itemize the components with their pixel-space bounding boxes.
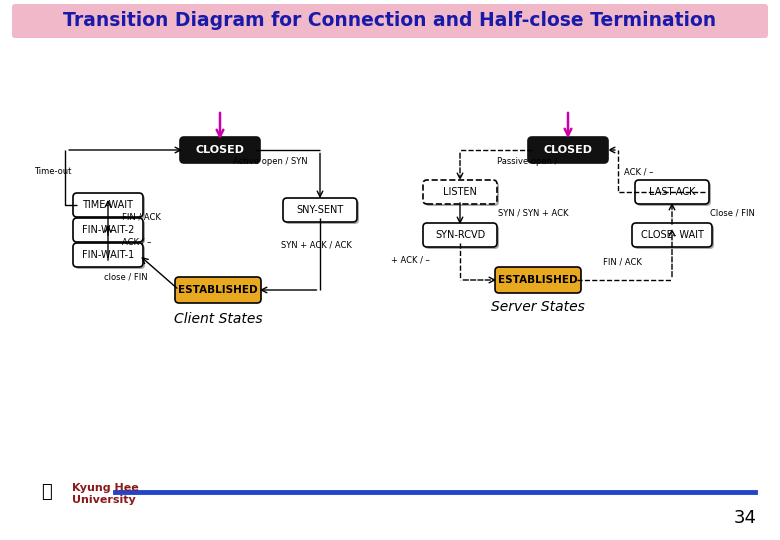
Text: Kyung Hee: Kyung Hee xyxy=(72,483,139,493)
FancyBboxPatch shape xyxy=(75,245,145,269)
FancyBboxPatch shape xyxy=(12,4,768,38)
FancyBboxPatch shape xyxy=(495,267,581,293)
Text: FIN / ACK: FIN / ACK xyxy=(122,213,161,221)
Text: + ACK / –: + ACK / – xyxy=(391,255,430,265)
FancyBboxPatch shape xyxy=(73,218,143,242)
FancyBboxPatch shape xyxy=(180,137,260,163)
Text: FIN-WAIT-2: FIN-WAIT-2 xyxy=(82,225,134,235)
FancyBboxPatch shape xyxy=(635,180,709,204)
Text: Transition Diagram for Connection and Half-close Termination: Transition Diagram for Connection and Ha… xyxy=(63,11,717,30)
FancyBboxPatch shape xyxy=(175,277,261,303)
Text: SYN-RCVD: SYN-RCVD xyxy=(435,230,485,240)
Text: TIME-WAIT: TIME-WAIT xyxy=(83,200,133,210)
Text: Active open / SYN: Active open / SYN xyxy=(232,158,307,166)
FancyBboxPatch shape xyxy=(634,225,714,249)
FancyBboxPatch shape xyxy=(73,243,143,267)
FancyBboxPatch shape xyxy=(75,220,145,244)
Text: CLOSE- WAIT: CLOSE- WAIT xyxy=(640,230,704,240)
Text: Server States: Server States xyxy=(491,300,585,314)
FancyBboxPatch shape xyxy=(73,193,143,217)
FancyBboxPatch shape xyxy=(423,223,497,247)
Text: Close / FIN: Close / FIN xyxy=(710,208,755,218)
Text: 🏰: 🏰 xyxy=(41,483,51,501)
Text: University: University xyxy=(72,495,136,505)
Text: FIN / ACK: FIN / ACK xyxy=(603,258,642,267)
FancyBboxPatch shape xyxy=(425,225,499,249)
FancyBboxPatch shape xyxy=(632,223,712,247)
Text: Time-out: Time-out xyxy=(34,167,71,177)
Text: CLOSED: CLOSED xyxy=(196,145,244,155)
Text: SYN / SYN + ACK: SYN / SYN + ACK xyxy=(498,208,569,218)
Text: CLOSED: CLOSED xyxy=(544,145,593,155)
FancyBboxPatch shape xyxy=(637,182,711,206)
Text: Client States: Client States xyxy=(174,312,262,326)
FancyBboxPatch shape xyxy=(425,182,499,206)
Text: ESTABLISHED: ESTABLISHED xyxy=(178,285,258,295)
FancyBboxPatch shape xyxy=(285,200,359,224)
Text: ACK / –: ACK / – xyxy=(624,167,654,177)
Text: LAST-ACK: LAST-ACK xyxy=(649,187,695,197)
Text: ACK / –: ACK / – xyxy=(122,238,151,246)
Text: Passive open /: Passive open / xyxy=(497,158,558,166)
FancyBboxPatch shape xyxy=(75,195,145,219)
Text: SNY-SENT: SNY-SENT xyxy=(296,205,344,215)
Text: LISTEN: LISTEN xyxy=(443,187,477,197)
FancyBboxPatch shape xyxy=(423,180,497,204)
FancyBboxPatch shape xyxy=(528,137,608,163)
Text: FIN-WAIT-1: FIN-WAIT-1 xyxy=(82,250,134,260)
Text: SYN + ACK / ACK: SYN + ACK / ACK xyxy=(281,240,352,249)
FancyBboxPatch shape xyxy=(283,198,357,222)
Text: close / FIN: close / FIN xyxy=(105,273,148,281)
Text: ESTABLISHED: ESTABLISHED xyxy=(498,275,578,285)
Text: 34: 34 xyxy=(734,509,757,527)
